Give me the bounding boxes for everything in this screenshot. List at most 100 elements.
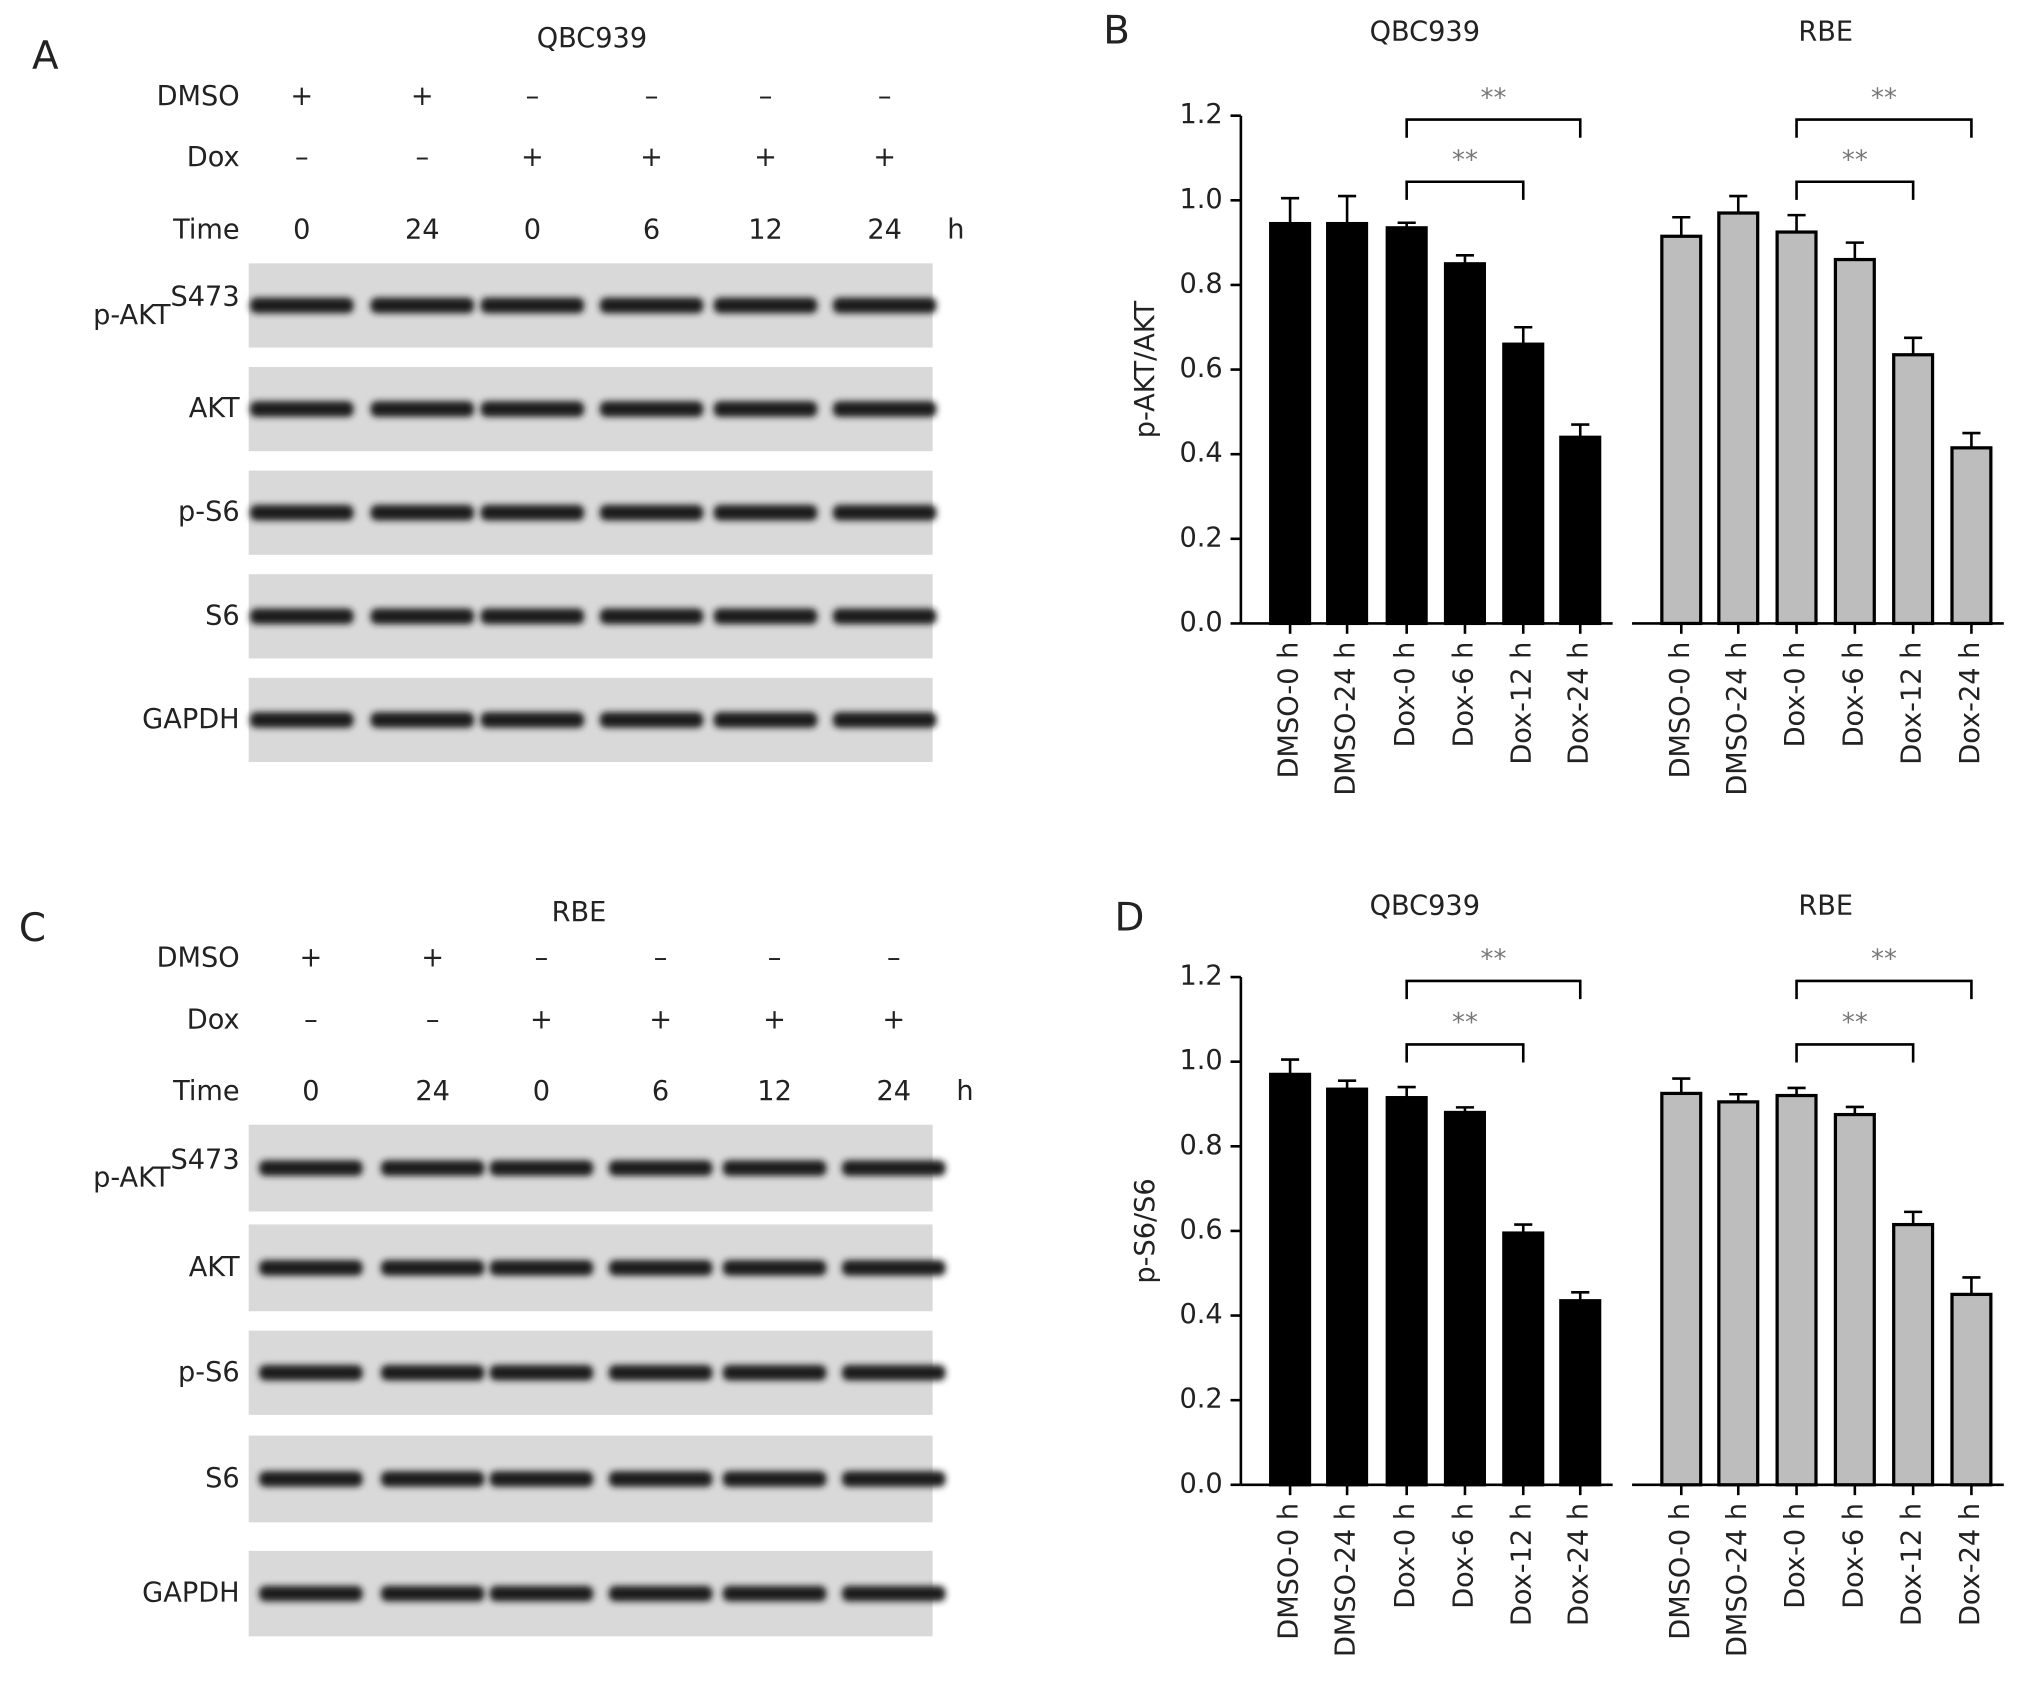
blot-band bbox=[832, 297, 937, 314]
x-tick-label: DMSO-24 h bbox=[1331, 1503, 1362, 1657]
band-name: AKT bbox=[189, 393, 240, 424]
band-name: p-AKT bbox=[93, 299, 171, 330]
x-tick-label: DMSO-0 h bbox=[1665, 642, 1696, 779]
row-value: – bbox=[645, 81, 659, 112]
row-label: Dox bbox=[187, 142, 240, 173]
bar bbox=[1717, 1100, 1760, 1487]
blot-band bbox=[489, 1260, 594, 1276]
row-value: + bbox=[521, 142, 544, 173]
x-tick-label: Dox-12 h bbox=[1897, 1503, 1928, 1626]
blot-band bbox=[370, 297, 475, 314]
row-value: – bbox=[878, 81, 892, 112]
bar bbox=[1833, 257, 1876, 626]
row-value: 12 bbox=[748, 214, 783, 245]
y-tick-label: 0.0 bbox=[1179, 1468, 1222, 1499]
blot-band bbox=[259, 1160, 363, 1176]
y-tick-label: 0.0 bbox=[1179, 607, 1222, 638]
bar bbox=[1559, 1299, 1602, 1487]
blot-band bbox=[259, 1471, 363, 1487]
x-tick-label: Dox-0 h bbox=[1390, 642, 1421, 748]
bar bbox=[1326, 221, 1369, 626]
bar bbox=[1326, 1087, 1369, 1487]
row-value: 6 bbox=[643, 214, 660, 245]
blot-band bbox=[489, 1585, 594, 1602]
bar bbox=[1892, 353, 1935, 626]
error-bar bbox=[1571, 423, 1590, 438]
band-label: S6 bbox=[205, 600, 240, 631]
error-bar bbox=[1281, 1058, 1300, 1075]
x-tick-label: Dox-6 h bbox=[1838, 1503, 1869, 1609]
y-tick-label: 1.0 bbox=[1179, 1045, 1222, 1076]
blot-band bbox=[380, 1585, 485, 1602]
blot-band bbox=[722, 1585, 827, 1602]
band-name: p-AKT bbox=[93, 1162, 171, 1193]
blot-band bbox=[608, 1260, 713, 1276]
bar bbox=[1269, 1072, 1312, 1487]
blot-band bbox=[841, 1364, 946, 1381]
x-tick-label: DMSO-0 h bbox=[1665, 1503, 1696, 1640]
panel-letter: D bbox=[1115, 896, 1145, 941]
error-bar bbox=[1514, 325, 1533, 345]
significance-label: ** bbox=[1452, 1008, 1478, 1038]
blot-band bbox=[370, 608, 475, 625]
bar bbox=[1385, 1096, 1428, 1487]
blot-title: QBC939 bbox=[537, 23, 647, 54]
blot-band bbox=[599, 504, 704, 521]
row-label: Time bbox=[172, 1076, 240, 1107]
x-tick-label: Dox-12 h bbox=[1507, 1503, 1538, 1626]
blot-band bbox=[713, 297, 818, 314]
x-tick-label: Dox-6 h bbox=[1448, 1503, 1479, 1609]
blot-band bbox=[832, 504, 937, 521]
row-label: Dox bbox=[187, 1005, 240, 1036]
blot-strip bbox=[248, 263, 933, 348]
row-value: – bbox=[759, 81, 773, 112]
blot-band bbox=[722, 1160, 827, 1176]
blot-band bbox=[259, 1364, 363, 1381]
row-value: – bbox=[295, 142, 309, 173]
bar bbox=[1502, 1231, 1545, 1487]
error-bar bbox=[1397, 1085, 1416, 1098]
blot-band bbox=[249, 504, 354, 521]
blot-band bbox=[480, 504, 585, 521]
band-label: p-AKTS473 bbox=[93, 281, 240, 330]
x-tick-label: Dox-6 h bbox=[1838, 642, 1869, 748]
row-label: DMSO bbox=[157, 942, 240, 973]
error-bar bbox=[1397, 221, 1416, 228]
bar bbox=[1775, 1093, 1818, 1487]
bar bbox=[1717, 211, 1760, 626]
row-value: 0 bbox=[302, 1076, 319, 1107]
blot-strip bbox=[248, 677, 933, 763]
row-value: – bbox=[304, 1005, 318, 1036]
y-tick-label: 1.2 bbox=[1179, 99, 1222, 130]
error-bar bbox=[1281, 196, 1300, 224]
row-value: + bbox=[649, 1005, 672, 1036]
blot-band bbox=[370, 504, 475, 521]
row-value: + bbox=[299, 942, 322, 973]
bar bbox=[1443, 1110, 1487, 1487]
blot-band bbox=[249, 401, 354, 417]
significance-label: ** bbox=[1842, 146, 1868, 176]
blot-band bbox=[608, 1160, 713, 1176]
bar bbox=[1660, 234, 1703, 626]
error-bar bbox=[1672, 1077, 1691, 1094]
band-label: p-AKTS473 bbox=[93, 1144, 240, 1193]
significance-label: ** bbox=[1842, 1008, 1868, 1038]
bar bbox=[1269, 221, 1312, 626]
row-value: + bbox=[421, 942, 444, 973]
group-title: QBC939 bbox=[1370, 16, 1480, 47]
bar bbox=[1950, 1292, 1993, 1487]
x-tick-label: DMSO-0 h bbox=[1274, 642, 1305, 779]
row-value: + bbox=[873, 142, 896, 173]
row-value: 0 bbox=[293, 214, 310, 245]
blot-band bbox=[599, 712, 704, 728]
band-label: AKT bbox=[189, 393, 240, 424]
group-title: QBC939 bbox=[1370, 891, 1480, 922]
row-value: – bbox=[535, 942, 549, 973]
blot-band bbox=[599, 608, 704, 625]
blot-band bbox=[713, 504, 818, 521]
band-superscript: S473 bbox=[170, 281, 239, 312]
error-bar bbox=[1672, 215, 1691, 237]
row-value: + bbox=[640, 142, 663, 173]
significance-label: ** bbox=[1481, 945, 1507, 975]
